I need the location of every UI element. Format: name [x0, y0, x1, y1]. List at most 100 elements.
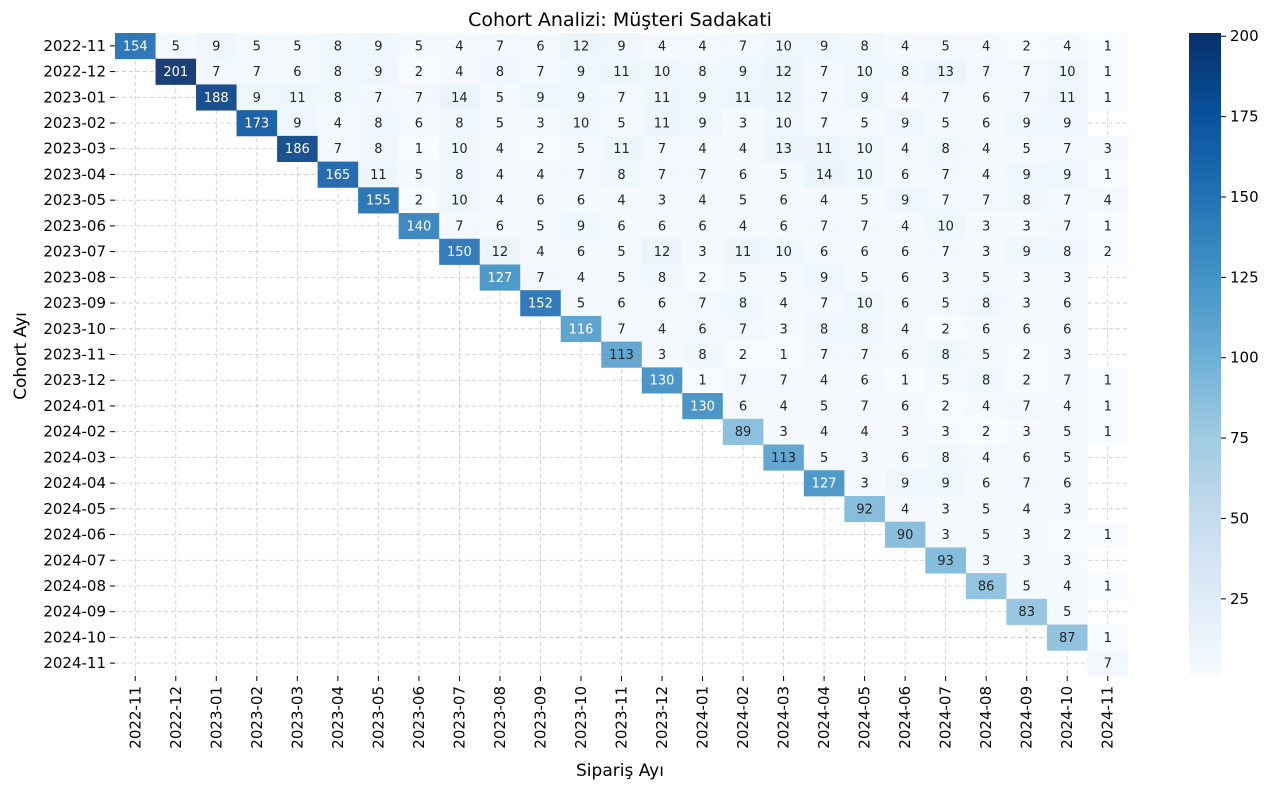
cell-value-label: 4: [577, 271, 585, 286]
heatmap-cell: [196, 58, 237, 85]
heatmap-cell: [965, 367, 1007, 394]
y-tick-label: 2024-09: [43, 603, 106, 621]
heatmap-cell: [722, 418, 764, 445]
cell-value-label: 10: [856, 168, 873, 183]
cell-value-label: 8: [820, 322, 828, 337]
heatmap-cell: [965, 264, 1007, 291]
heatmap-cell: [1046, 110, 1088, 137]
cell-value-label: 6: [901, 297, 909, 312]
heatmap-cell: [884, 84, 926, 111]
heatmap-cell: [560, 58, 602, 85]
cell-value-label: 9: [820, 39, 828, 54]
heatmap-cell: [965, 187, 1007, 214]
cell-value-label: 9: [1023, 245, 1031, 260]
y-tick-label: 2022-12: [43, 63, 106, 81]
cell-value-label: 7: [820, 297, 828, 312]
heatmap-cell: [722, 290, 764, 317]
cell-value-label: 113: [609, 348, 634, 363]
cell-value-label: 5: [942, 117, 950, 132]
cell-value-label: 8: [1063, 245, 1071, 260]
heatmap-cell: [763, 33, 805, 60]
heatmap-cell: [439, 84, 481, 111]
cell-value-label: 1: [1104, 168, 1112, 183]
cell-value-label: 3: [1023, 528, 1031, 543]
heatmap-cell: [965, 341, 1007, 368]
cell-value-label: 116: [569, 322, 594, 337]
cell-value-label: 6: [698, 322, 706, 337]
heatmap-cell: [763, 393, 805, 420]
cell-value-label: 9: [536, 91, 544, 106]
x-tick-label: 2023-08: [491, 686, 509, 749]
heatmap-cell: [844, 264, 886, 291]
heatmap-cell: [601, 84, 643, 111]
heatmap-cell: [277, 135, 318, 162]
heatmap-cell: [884, 341, 926, 368]
cell-value-label: 6: [901, 271, 909, 286]
cell-value-label: 6: [698, 219, 706, 234]
heatmap-cell: [560, 135, 602, 162]
cell-value-label: 2: [415, 65, 423, 80]
heatmap-cell: [844, 187, 886, 214]
cell-value-label: 10: [654, 65, 671, 80]
cell-value-label: 3: [1023, 425, 1031, 440]
cell-value-label: 6: [1023, 451, 1031, 466]
heatmap-cell: [601, 341, 643, 368]
cell-value-label: 8: [455, 117, 463, 132]
cell-value-label: 5: [779, 168, 787, 183]
heatmap-cell: [682, 135, 724, 162]
heatmap-cell: [1006, 187, 1048, 214]
heatmap-cell: [763, 367, 805, 394]
cell-value-label: 8: [698, 348, 706, 363]
heatmap-cell: [844, 470, 886, 497]
cell-value-label: 5: [1023, 142, 1031, 157]
heatmap-cell: [884, 521, 926, 548]
heatmap-cell: [803, 33, 845, 60]
heatmap-cell: [1006, 470, 1048, 497]
heatmap-cell: [277, 84, 318, 111]
cell-value-label: 4: [860, 425, 868, 440]
heatmap-cell: [803, 393, 845, 420]
cell-value-label: 7: [779, 374, 787, 389]
heatmap-cell: [520, 213, 562, 240]
heatmap-cell: [1046, 161, 1088, 188]
cell-value-label: 3: [982, 219, 990, 234]
heatmap-cell: [1087, 213, 1129, 240]
cell-value-label: 6: [982, 477, 990, 492]
cell-value-label: 3: [658, 348, 666, 363]
heatmap-cell: [560, 264, 602, 291]
cell-value-label: 3: [860, 477, 868, 492]
cell-value-label: 7: [698, 297, 706, 312]
cell-value-label: 6: [1023, 322, 1031, 337]
cell-value-label: 5: [942, 374, 950, 389]
heatmap-cell: [1087, 367, 1129, 394]
cell-value-label: 113: [771, 451, 796, 466]
heatmap-cell: [803, 58, 845, 85]
heatmap-cell: [277, 110, 318, 137]
cell-value-label: 7: [415, 91, 423, 106]
cell-value-label: 83: [1018, 605, 1035, 620]
cell-value-label: 7: [942, 194, 950, 209]
heatmap-cell: [520, 135, 562, 162]
heatmap-cell: [682, 315, 724, 343]
cell-value-label: 186: [285, 142, 310, 157]
heatmap-cell: [925, 470, 967, 497]
heatmap-cell: [641, 367, 683, 394]
heatmap-cell: [722, 264, 764, 291]
cell-value-label: 5: [415, 168, 423, 183]
heatmap-cell: [884, 238, 926, 265]
heatmap-cell: [115, 33, 156, 60]
heatmap-cell: [925, 84, 967, 111]
heatmap-cell: [1046, 315, 1088, 343]
heatmap-cell: [722, 33, 764, 60]
cell-value-label: 7: [1063, 374, 1071, 389]
heatmap-cell: [1006, 135, 1048, 162]
heatmap-cell: [236, 110, 278, 137]
heatmap-cell: [358, 135, 400, 162]
cell-value-label: 7: [820, 91, 828, 106]
heatmap-cell: [601, 33, 643, 60]
heatmap-cell: [1046, 213, 1088, 240]
cell-value-label: 5: [739, 271, 747, 286]
heatmap-cell: [439, 110, 481, 137]
cell-value-label: 6: [1063, 322, 1071, 337]
